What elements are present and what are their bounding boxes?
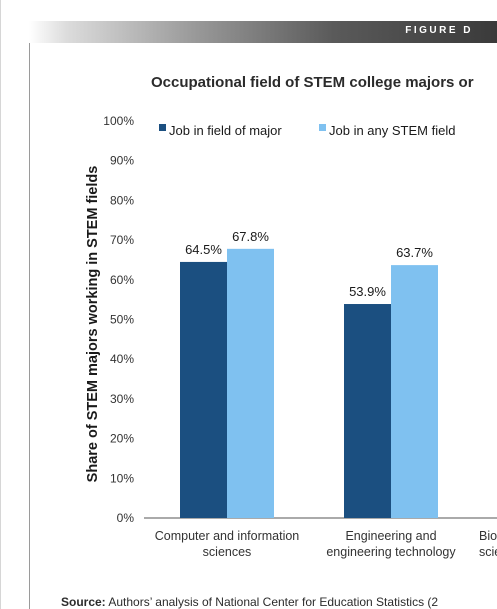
legend-label: Job in field of major	[169, 123, 282, 138]
y-tick-label: 60%	[110, 273, 134, 287]
category-label: Engineering and	[345, 529, 436, 543]
y-tick-label: 0%	[117, 511, 135, 525]
figure-label: FIGURE D	[405, 25, 473, 36]
bar	[227, 248, 274, 519]
category-label: scie	[479, 545, 497, 559]
legend-label: Job in any STEM field	[329, 123, 455, 138]
bar	[344, 304, 391, 518]
bar-chart: Share of STEM majors working in STEM fie…	[85, 114, 497, 559]
y-tick-label: 10%	[110, 471, 134, 485]
source-label: Source:	[61, 595, 106, 609]
legend-swatch	[159, 124, 166, 131]
y-axis-ticks: 0% 10% 20% 30% 40% 50% 60% 70% 80% 90% 100%	[103, 114, 134, 525]
y-tick-label: 70%	[110, 233, 134, 247]
bars	[180, 248, 438, 519]
legend-swatch	[319, 124, 326, 131]
y-tick-label: 40%	[110, 352, 134, 366]
data-labels: 64.5% 67.8% 53.9% 63.7%	[185, 229, 433, 299]
left-rule	[29, 43, 30, 609]
y-tick-label: 20%	[110, 432, 134, 446]
category-label: sciences	[203, 545, 252, 559]
y-tick-label: 90%	[110, 154, 134, 168]
source-text: Authors’ analysis of National Center for…	[108, 595, 439, 609]
y-tick-label: 100%	[103, 114, 134, 128]
category-labels: Computer and information sciences Engineer…	[155, 529, 497, 559]
source-note: Source: Authors’ analysis of National Ce…	[61, 595, 438, 609]
bar	[180, 261, 227, 518]
bar	[391, 265, 438, 518]
data-label: 64.5%	[185, 242, 222, 257]
y-tick-label: 80%	[110, 193, 134, 207]
data-label: 63.7%	[396, 245, 433, 260]
y-axis-label: Share of STEM majors working in STEM fie…	[85, 166, 101, 483]
data-label: 67.8%	[232, 229, 269, 244]
category-label: Bio	[479, 529, 497, 543]
category-label: engineering technology	[326, 545, 456, 559]
y-tick-label: 30%	[110, 392, 134, 406]
chart-title: Occupational field of STEM college major…	[151, 74, 474, 91]
category-label: Computer and information	[155, 529, 300, 543]
figure-header-bar: FIGURE D	[29, 21, 497, 43]
data-label: 53.9%	[349, 284, 386, 299]
legend: Job in field of major Job in any STEM fie…	[159, 123, 455, 138]
y-tick-label: 50%	[110, 313, 134, 327]
